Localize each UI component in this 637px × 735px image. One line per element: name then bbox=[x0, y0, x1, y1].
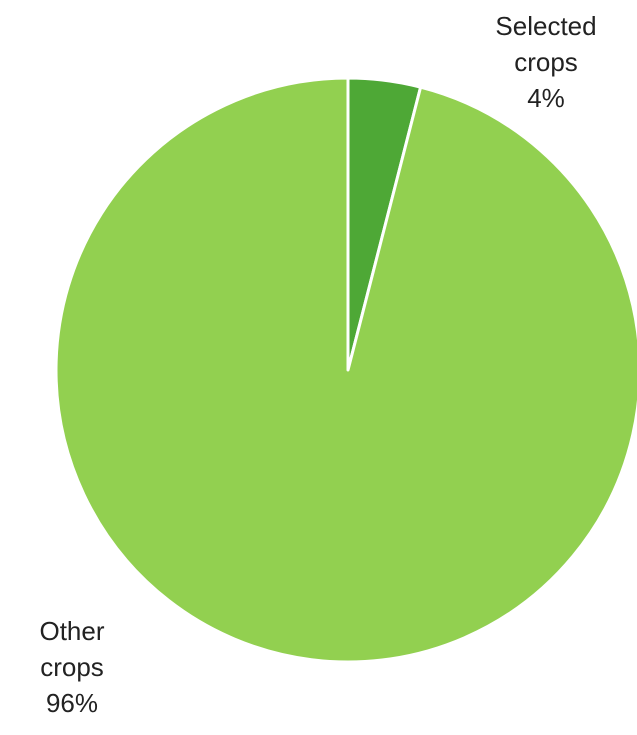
label-other-line1: Other bbox=[39, 616, 105, 646]
pie-slices bbox=[54, 76, 637, 664]
label-selected-line1: Selected bbox=[495, 11, 597, 41]
data-label-other-crops: Other crops 96% bbox=[0, 613, 147, 721]
label-other-percent: 96% bbox=[45, 688, 99, 718]
label-other-line2: crops bbox=[40, 652, 104, 682]
data-label-selected-crops: Selected crops 4% bbox=[471, 8, 621, 116]
label-selected-line2: crops bbox=[514, 47, 578, 77]
pie-slice-other-crops bbox=[54, 76, 637, 664]
label-selected-percent: 4% bbox=[527, 83, 565, 113]
